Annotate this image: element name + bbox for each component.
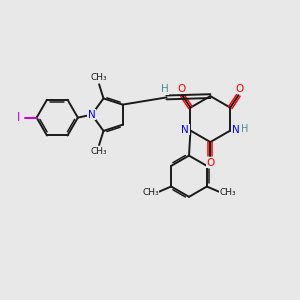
Text: N: N (88, 110, 96, 120)
Text: H: H (241, 124, 249, 134)
Text: N: N (232, 125, 239, 135)
Text: CH₃: CH₃ (219, 188, 236, 197)
Text: N: N (181, 125, 189, 135)
Text: CH₃: CH₃ (142, 188, 159, 197)
Text: CH₃: CH₃ (91, 147, 107, 156)
Text: O: O (206, 158, 214, 168)
Text: H: H (161, 84, 169, 94)
Text: O: O (235, 84, 243, 94)
Text: CH₃: CH₃ (91, 73, 107, 82)
Text: O: O (178, 84, 186, 94)
Text: I: I (17, 111, 20, 124)
